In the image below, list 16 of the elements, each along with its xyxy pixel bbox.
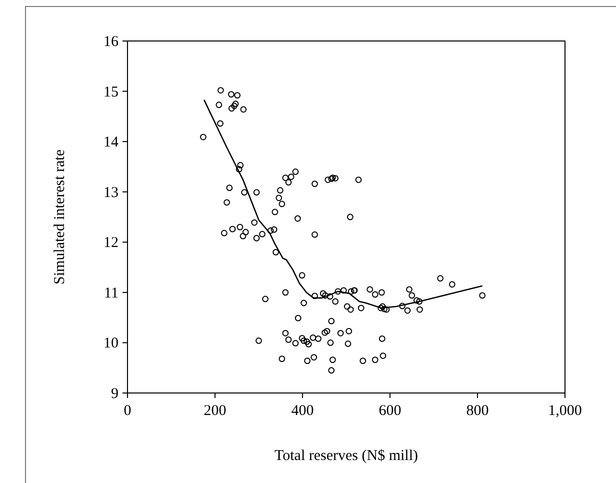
y-tick-label: 14 [104,134,119,151]
x-tick-label: 800 [466,403,489,419]
y-tick-label: 12 [104,235,118,252]
y-axis-title: Simulated interest rate [52,149,68,284]
x-tick-label: 600 [378,403,402,419]
y-tick-label: 9 [111,386,118,402]
x-tick-label: 200 [204,403,226,419]
y-tick-label: 13 [104,184,118,201]
y-tick-label: 16 [104,34,119,50]
y-tick-label: 10 [104,336,118,352]
y-tick-label: 15 [104,84,118,100]
x-axis-title: Total reserves (N$ mill) [274,448,418,464]
x-tick-label: 400 [291,403,314,419]
y-tick-label: 11 [104,285,118,302]
x-tick-label: 1,000 [548,403,582,419]
x-tick-label: 0 [124,403,132,419]
